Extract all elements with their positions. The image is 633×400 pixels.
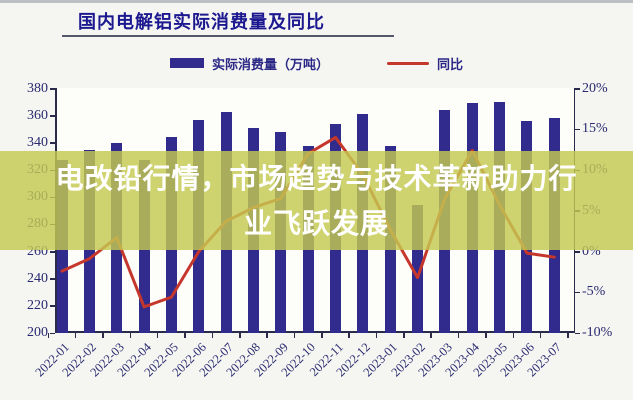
y-axis-left-tick xyxy=(50,251,55,253)
x-axis-tick xyxy=(512,333,514,338)
overlay-banner-line1: 电改铅行情，市场趋势与技术革新助力行 xyxy=(55,162,578,194)
y-axis-left-tick xyxy=(50,278,55,280)
x-axis-tick xyxy=(375,333,378,338)
x-axis-tick xyxy=(266,333,268,338)
x-axis-tick xyxy=(567,333,569,338)
y-axis-right-tick xyxy=(575,332,580,334)
y-axis-left-label: 360 xyxy=(27,107,48,123)
y-axis-left-label: 200 xyxy=(27,325,48,340)
x-axis-tick xyxy=(102,333,104,338)
bar-swatch-icon xyxy=(169,58,204,68)
x-axis-tick xyxy=(184,333,186,338)
title-underline xyxy=(62,35,394,37)
line-swatch-icon xyxy=(387,61,429,65)
x-axis-tick xyxy=(403,333,405,338)
x-axis-tick xyxy=(485,333,487,338)
x-axis-tick xyxy=(539,333,542,338)
x-axis-tick xyxy=(129,333,132,338)
x-axis-tick xyxy=(293,333,296,338)
y-axis-left-tick xyxy=(50,305,55,307)
y-axis-left-tick xyxy=(50,88,55,90)
x-axis-tick xyxy=(156,333,159,338)
top-divider xyxy=(0,0,633,3)
y-axis-left-label: 220 xyxy=(27,297,48,313)
y-axis-left-label: 380 xyxy=(27,80,48,96)
x-axis-tick xyxy=(47,333,50,338)
overlay-banner-line2: 业飞跃发展 xyxy=(243,207,389,239)
chart-title: 国内电解铝实际消费量及同比 xyxy=(78,12,325,32)
y-axis-right-label: 15% xyxy=(582,121,608,137)
y-axis-left-tick xyxy=(50,332,55,334)
y-axis-right-tick xyxy=(575,128,580,131)
y-axis-right-label: -10% xyxy=(582,325,613,340)
legend-label-consumption: 实际消费量（万吨） xyxy=(211,56,329,72)
y-axis-left-tick xyxy=(50,115,55,117)
y-axis-right-tick xyxy=(575,251,580,253)
x-axis-tick xyxy=(430,333,432,338)
x-axis-tick xyxy=(348,333,350,338)
y-axis-left-tick xyxy=(50,142,55,144)
legend-item-consumption: 实际消费量（万吨） xyxy=(169,54,329,73)
legend-item-yoy: 同比 xyxy=(387,54,463,73)
overlay-banner: 电改铅行情，市场趋势与技术革新助力行 业飞跃发展 xyxy=(0,151,633,250)
x-axis-tick xyxy=(239,333,241,338)
x-axis-tick xyxy=(457,333,460,338)
y-axis-right-label: -5% xyxy=(582,284,606,300)
y-axis-right-tick xyxy=(575,88,580,90)
legend: 实际消费量（万吨） 同比 xyxy=(0,52,633,74)
y-axis-left-label: 240 xyxy=(27,270,48,286)
y-axis-right-tick xyxy=(575,291,580,294)
x-axis-tick xyxy=(211,333,214,338)
legend-label-yoy: 同比 xyxy=(437,56,464,72)
x-axis-tick xyxy=(321,333,323,338)
y-axis-left-label: 340 xyxy=(27,134,48,150)
y-axis-right-label: 20% xyxy=(582,80,608,96)
x-axis-tick xyxy=(74,333,77,338)
